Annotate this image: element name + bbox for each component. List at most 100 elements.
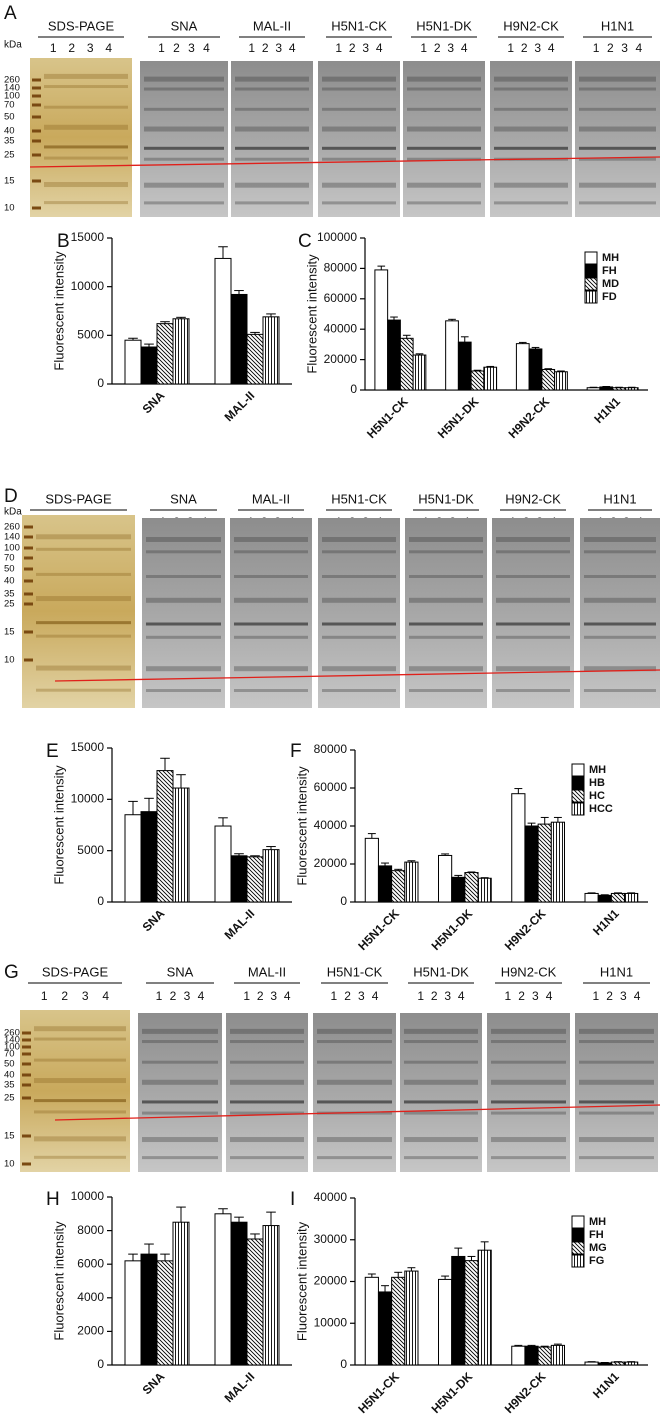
lane-number: 2 [607,41,614,55]
band [144,146,224,150]
error-bar [250,855,260,857]
bar [172,318,190,385]
bar [511,793,526,903]
x-tick-label: H1N1 [590,1369,622,1401]
bar [391,1276,406,1366]
band [491,1079,566,1085]
band [322,550,396,554]
lane-number: 4 [198,989,205,1003]
band [496,575,570,578]
marker-label: 140 [4,532,20,543]
bar [477,1249,492,1366]
error-bar [454,1247,463,1257]
band [404,1156,478,1160]
lane-number: 2 [349,41,356,55]
band [34,1136,126,1142]
band [322,575,396,578]
lane-number: 1 [417,989,424,1003]
reference-line [54,669,661,682]
y-axis-label: Fluorescent intensity [51,765,66,885]
band [234,666,308,672]
band [144,87,224,91]
band [230,1100,304,1104]
band [36,596,131,602]
marker-band [22,1096,31,1100]
bar [470,370,485,391]
band [322,622,396,626]
bar [624,387,639,391]
error-bar [407,1267,416,1272]
bar [537,823,552,903]
marker-band [32,86,41,90]
y-tick-label: 8000 [77,1223,104,1237]
band [322,146,396,150]
band [146,550,221,554]
band [146,575,221,578]
bar [451,876,466,903]
lane-number: 4 [289,41,296,55]
bar [464,872,479,903]
band [496,622,570,626]
bar [584,892,599,903]
lane-number: 4 [102,989,109,1003]
legend-swatch [571,763,585,777]
bar [230,293,248,385]
lane-number: 3 [275,41,282,55]
error-bar [266,1211,276,1226]
error-bar [144,1243,154,1255]
band [142,1156,218,1160]
lane-number: 3 [532,989,539,1003]
y-tick-label: 100000 [317,230,357,244]
y-tick-label: 20000 [324,352,358,366]
band [496,597,570,603]
marker-band [22,1134,31,1138]
error-bar [234,853,244,856]
marker-band [24,579,33,583]
marker-label: 10 [4,1159,15,1170]
blot-image [400,1013,482,1172]
lane-number: 4 [203,41,210,55]
error-bar [553,1343,562,1346]
lane-number: 4 [546,989,553,1003]
band [579,126,656,132]
marker-label: 10 [4,655,15,666]
band [409,635,483,639]
band [322,635,396,639]
band [496,666,570,672]
y-tick-label: 40000 [314,1190,348,1204]
band [404,1040,478,1044]
marker-label: 70 [4,553,15,564]
error-bar [527,1344,536,1347]
band [407,107,481,111]
band [36,547,131,551]
x-tick-label: SNA [140,388,168,416]
error-bar [557,370,565,372]
band [579,201,656,205]
band [34,1099,126,1103]
y-tick-label: 0 [340,1357,347,1371]
bar [124,1260,142,1366]
band [322,76,396,82]
band [584,550,656,554]
error-bar [367,833,376,839]
gel-image [22,515,135,708]
x-tick-label: H9N2-CK [502,906,549,953]
lane-number: 1 [505,989,512,1003]
band [584,597,656,603]
band [142,1100,218,1104]
band [494,107,568,111]
bar [214,257,232,385]
band [322,87,396,91]
band [317,1079,392,1085]
band [579,157,656,161]
error-bar [614,892,622,894]
band [584,575,656,578]
blot-image [580,518,660,708]
band [494,146,568,150]
bar [464,1260,479,1366]
band [144,157,224,161]
lane-number: 3 [444,989,451,1003]
y-tick-label: 15000 [71,740,105,754]
band [230,1028,304,1034]
band [404,1111,478,1115]
